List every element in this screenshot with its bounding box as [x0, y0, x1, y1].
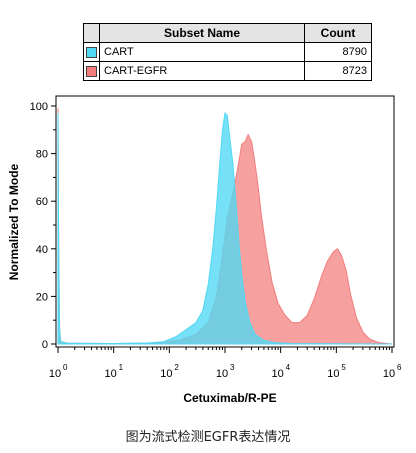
- legend-swatch-cart-egfr: [86, 65, 97, 77]
- x-tick-label: 100: [49, 363, 68, 380]
- x-tick-exponent: 3: [230, 363, 235, 372]
- y-axis: 0 20 40 60 80 100: [30, 101, 56, 351]
- y-tick-label: 60: [36, 196, 48, 208]
- x-tick-base: 10: [49, 368, 61, 380]
- series-layer: [57, 108, 393, 345]
- legend-swatch-cart: [86, 46, 97, 58]
- x-tick-exponent: 6: [397, 363, 402, 372]
- y-axis-label: Normalized To Mode: [7, 163, 21, 280]
- figure-caption: 图为流式检测EGFR表达情况: [125, 430, 291, 445]
- x-tick-exponent: 5: [341, 363, 346, 372]
- x-tick-base: 10: [383, 368, 395, 380]
- y-tick-label: 40: [36, 244, 48, 256]
- x-tick-base: 10: [160, 368, 172, 380]
- x-tick-exponent: 1: [119, 363, 124, 372]
- x-tick-base: 10: [105, 368, 117, 380]
- legend-row-cart-egfr: CART-EGFR 8723: [83, 61, 372, 81]
- x-tick-label: 105: [327, 363, 346, 380]
- x-tick-exponent: 4: [286, 363, 291, 372]
- y-tick-label: 20: [36, 291, 48, 303]
- y-tick-label: 100: [30, 101, 48, 113]
- x-tick-label: 101: [105, 363, 124, 380]
- x-tick-label: 104: [272, 363, 291, 380]
- legend-count-cart-egfr: 8723: [304, 61, 372, 81]
- x-axis-label: Cetuximab/R-PE: [183, 391, 276, 405]
- x-tick-exponent: 2: [174, 363, 179, 372]
- x-tick-label: 106: [383, 363, 402, 380]
- y-tick-label: 0: [42, 339, 48, 351]
- legend-name-cart-egfr: CART-EGFR: [99, 61, 305, 81]
- y-tick-label: 80: [36, 149, 48, 161]
- x-tick-base: 10: [272, 368, 284, 380]
- x-tick-base: 10: [327, 368, 339, 380]
- x-tick-base: 10: [216, 368, 228, 380]
- legend-header-name: Subset Name: [99, 23, 305, 43]
- series-area-cart: [57, 112, 393, 345]
- x-tick-label: 102: [160, 363, 179, 380]
- legend-table: Subset Name Count CART 8790 CART-EGFR 87…: [83, 23, 372, 81]
- x-tick-label: 103: [216, 363, 235, 380]
- x-tick-exponent: 0: [63, 363, 68, 372]
